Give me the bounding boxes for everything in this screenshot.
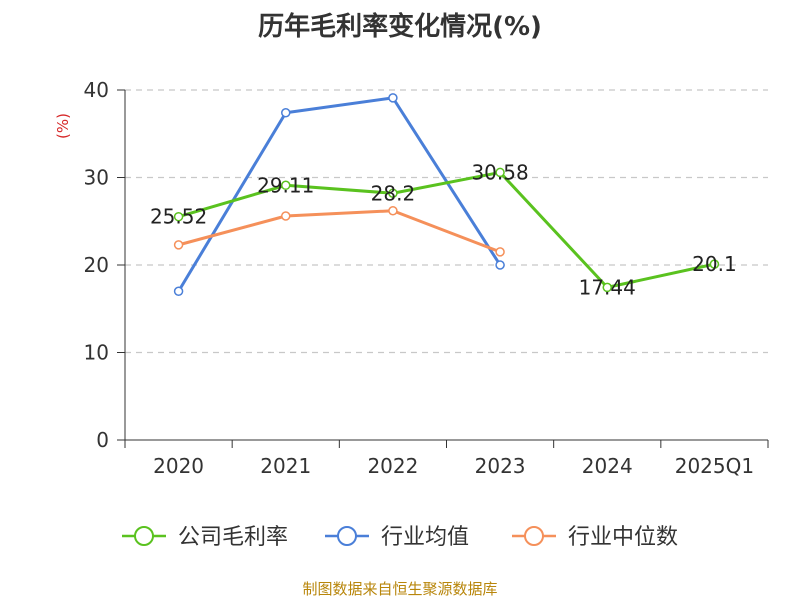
y-axis-label: (%) (54, 113, 72, 139)
data-label: 20.1 (692, 252, 737, 276)
legend-marker (524, 526, 544, 546)
data-point (495, 260, 505, 270)
x-tick-label: 2022 (367, 454, 418, 478)
legend-label: 公司毛利率 (178, 525, 288, 550)
data-point (281, 211, 291, 221)
data-labels: 25.52 29.11 28.2 30.58 17.44 20.1 (150, 160, 737, 299)
series-line-1 (177, 96, 502, 293)
y-tick-label: 10 (84, 341, 109, 365)
series-line-2 (178, 209, 501, 254)
legend: 公司毛利率 行业均值 行业中位数 (122, 525, 678, 550)
legend-label: 行业均值 (381, 525, 469, 550)
series (173, 93, 720, 296)
data-point (173, 211, 184, 222)
data-label: 17.44 (579, 275, 636, 299)
data-point (173, 240, 184, 250)
data-point (388, 93, 398, 103)
legend-marker (134, 526, 154, 546)
y-tick-label: 0 (96, 428, 109, 452)
x-tick-label: 2024 (582, 454, 633, 478)
series-line-0 (178, 170, 715, 289)
axes: 0 10 20 30 40 (%) 2020 2021 2022 2023 2024 2025Q1 (54, 78, 769, 478)
source-note: 制图数据来自恒生聚源数据库 (302, 580, 498, 598)
data-point (709, 259, 720, 269)
legend-label: 行业中位数 (568, 525, 678, 550)
data-point (281, 108, 291, 118)
data-label: 30.58 (471, 160, 528, 184)
x-tick-label: 2025Q1 (675, 454, 754, 478)
x-tick-label: 2021 (260, 454, 311, 478)
legend-marker (337, 526, 357, 546)
data-point (388, 206, 398, 216)
data-point (281, 180, 291, 191)
y-tick-label: 40 (84, 78, 109, 102)
data-label: 29.11 (257, 173, 314, 197)
grid-lines (125, 89, 768, 354)
data-point (173, 286, 184, 296)
y-tick-label: 20 (84, 253, 109, 277)
data-label: 28.2 (371, 181, 416, 205)
x-tick-label: 2023 (475, 454, 526, 478)
y-tick-label: 30 (84, 166, 109, 190)
x-tick-label: 2020 (153, 454, 204, 478)
data-label: 25.52 (150, 205, 207, 229)
data-point (602, 282, 612, 293)
chart-title: 历年毛利率变化情况(%) (258, 12, 542, 42)
data-point (495, 167, 505, 178)
data-point (495, 247, 505, 257)
data-point (388, 188, 398, 198)
